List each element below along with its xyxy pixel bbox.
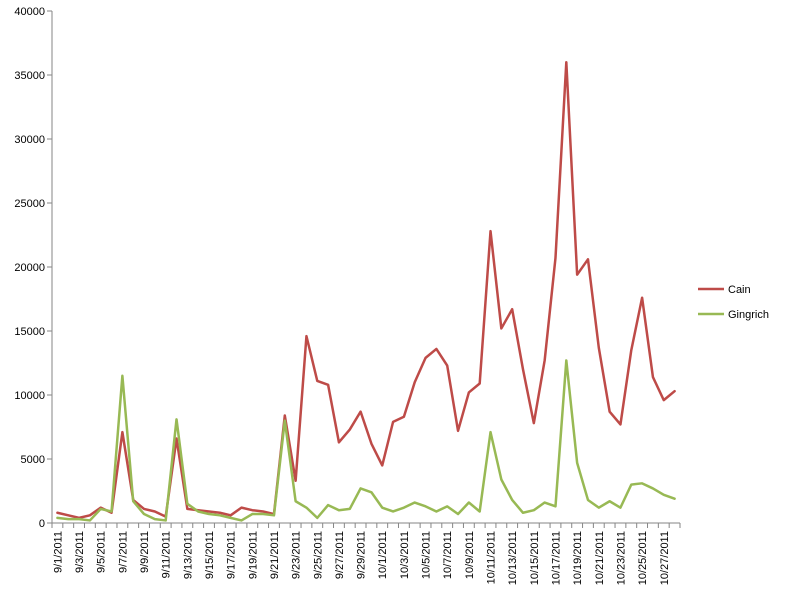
x-tick-label: 10/11/2011 xyxy=(486,531,498,584)
x-tick-label: 10/15/2011 xyxy=(529,531,541,585)
y-tick-label: 30000 xyxy=(14,134,45,146)
x-tick-label: 9/27/2011 xyxy=(334,531,346,579)
axes xyxy=(51,11,680,524)
x-tick-label: 9/17/2011 xyxy=(226,531,238,579)
x-tick-label: 9/7/2011 xyxy=(117,531,129,573)
y-tick-label: 40000 xyxy=(14,6,45,18)
y-tick-label: 20000 xyxy=(14,262,45,274)
x-axis-ticks: 9/1/2011 9/3/2011 9/5/2011 9/7/2011 9/9/2011… xyxy=(51,523,681,585)
x-tick-label: 10/7/2011 xyxy=(442,531,454,579)
x-tick-label: 10/21/2011 xyxy=(594,531,606,585)
y-tick-label: 35000 xyxy=(14,70,45,82)
y-tick-label: 15000 xyxy=(14,326,45,338)
x-tick-label: 9/15/2011 xyxy=(204,531,216,579)
x-tick-label: 9/5/2011 xyxy=(96,531,108,573)
series-line-gingrich xyxy=(56,359,676,522)
series-line-cain xyxy=(56,60,676,520)
x-tick-label: 9/21/2011 xyxy=(269,531,281,579)
x-tick-label: 9/25/2011 xyxy=(312,531,324,579)
x-tick-label: 10/1/2011 xyxy=(377,531,389,579)
x-tick-label: 10/5/2011 xyxy=(421,531,433,579)
x-tick-label: 10/25/2011 xyxy=(637,531,649,585)
x-tick-label: 9/29/2011 xyxy=(356,531,368,579)
y-tick-label: 25000 xyxy=(14,198,45,210)
x-tick-label: 9/11/2011 xyxy=(161,531,173,578)
x-tick-label: 9/19/2011 xyxy=(247,531,259,579)
legend-label-gingrich: Gingrich xyxy=(728,309,769,321)
series-layer xyxy=(56,60,676,522)
x-tick-label: 9/1/2011 xyxy=(52,531,64,573)
x-tick-label: 10/19/2011 xyxy=(572,531,584,585)
y-tick-label: 0 xyxy=(39,518,45,530)
x-tick-label: 9/23/2011 xyxy=(291,531,303,579)
x-tick-label: 10/13/2011 xyxy=(507,531,519,585)
y-tick-label: 10000 xyxy=(14,390,45,402)
y-tick-label: 5000 xyxy=(21,454,45,466)
x-tick-label: 10/23/2011 xyxy=(615,531,627,585)
x-tick-label: 9/3/2011 xyxy=(74,531,86,573)
x-tick-label: 10/17/2011 xyxy=(550,531,562,585)
legend: Cain Gingrich xyxy=(698,284,769,321)
x-tick-label: 10/27/2011 xyxy=(659,531,671,585)
x-tick-label: 10/9/2011 xyxy=(464,531,476,579)
legend-label-cain: Cain xyxy=(728,284,751,296)
x-tick-label: 10/3/2011 xyxy=(399,531,411,579)
y-axis-ticks: 0 5000 10000 15000 20000 25000 30000 35000 40000 xyxy=(14,6,52,530)
x-tick-label: 9/9/2011 xyxy=(139,531,151,573)
x-tick-label: 9/13/2011 xyxy=(182,531,194,579)
